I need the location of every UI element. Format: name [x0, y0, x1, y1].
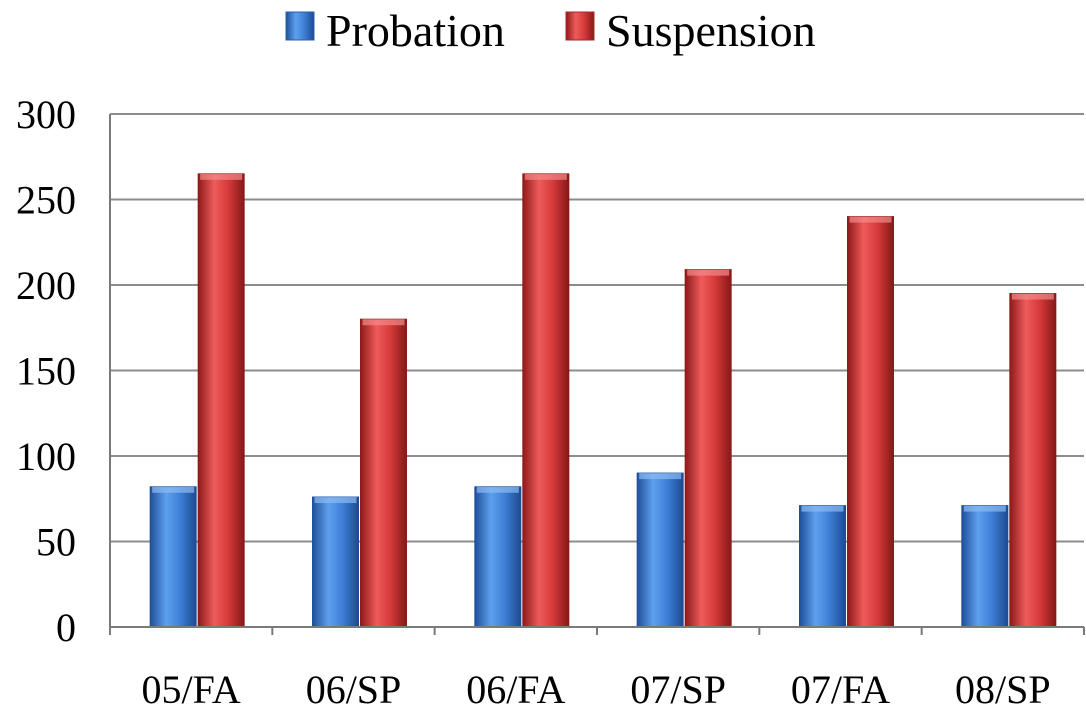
bar-suspension-05-fa	[197, 173, 245, 628]
bar-suspension-08-sp	[1009, 293, 1057, 628]
bars	[149, 173, 1057, 628]
bar-cap	[200, 173, 243, 180]
bar-cap	[687, 269, 730, 276]
legend-swatch-probation	[285, 11, 315, 41]
gridlines	[110, 113, 1084, 628]
y-tick-label: 300	[16, 92, 76, 137]
x-tick-label: 07/SP	[630, 667, 726, 707]
bar-probation-06-sp	[312, 496, 359, 628]
x-tick-label: 06/FA	[466, 667, 565, 707]
y-tick-label: 250	[16, 178, 76, 223]
legend-label-suspension: Suspension	[606, 5, 816, 56]
legend: Probation Suspension	[285, 5, 816, 56]
y-axis-tick-labels: 0 50 100 150 200 250 300	[16, 92, 76, 650]
x-tick-label: 08/SP	[955, 667, 1051, 707]
x-tick-label: 06/SP	[306, 667, 402, 707]
bar-suspension-06-sp	[360, 318, 407, 628]
bar-probation-08-sp	[961, 505, 1009, 628]
y-tick-label: 0	[56, 605, 76, 650]
y-tick-label: 200	[16, 263, 76, 308]
x-tick-label: 05/FA	[142, 667, 241, 707]
bar-cap	[1011, 293, 1054, 300]
bar-cap	[639, 473, 682, 480]
bar-cap	[801, 505, 844, 512]
bar-probation-05-fa	[149, 486, 197, 628]
y-tick-label: 50	[36, 520, 76, 565]
bar-suspension-06-fa	[522, 173, 570, 628]
bar-suspension-07-fa	[847, 216, 894, 628]
bar-cap	[849, 216, 892, 223]
bar-cap	[314, 497, 357, 504]
bar-probation-07-sp	[636, 472, 684, 628]
bar-cap	[524, 173, 567, 180]
bar-suspension-07-sp	[684, 269, 732, 628]
x-tick-label: 07/FA	[791, 667, 890, 707]
bar-probation-07-fa	[799, 505, 846, 628]
legend-swatch-suspension	[565, 11, 595, 41]
bar-cap	[476, 486, 519, 493]
bar-cap	[152, 486, 195, 493]
bar-cap	[362, 319, 405, 326]
bar-probation-06-fa	[474, 486, 522, 628]
x-axis: 05/FA 06/SP 06/FA 07/SP 07/FA 08/SP	[109, 114, 1085, 707]
y-tick-label: 150	[16, 349, 76, 394]
bar-cap	[963, 505, 1006, 512]
legend-label-probation: Probation	[326, 5, 505, 56]
y-tick-label: 100	[16, 434, 76, 479]
